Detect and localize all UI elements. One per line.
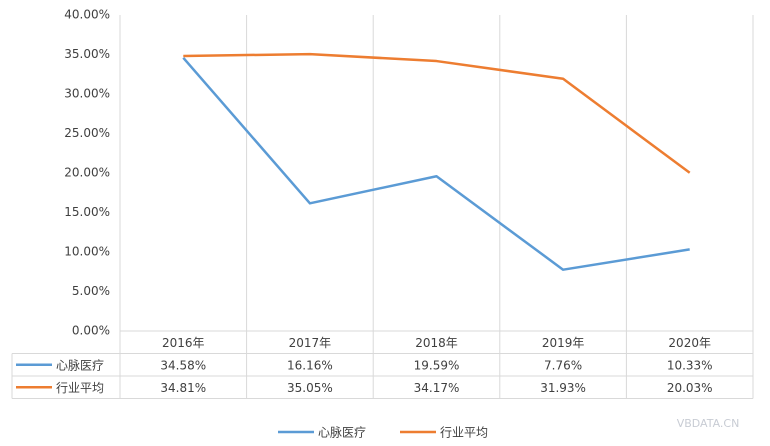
table-cell: 20.03% [667, 381, 713, 395]
y-tick-label: 15.00% [64, 205, 110, 219]
table-cell: 35.05% [287, 381, 333, 395]
table-cell: 31.93% [540, 381, 586, 395]
table-cell: 19.59% [414, 358, 460, 372]
y-tick-label: 10.00% [64, 245, 110, 259]
watermark: VBDATA.CN [677, 417, 740, 430]
table-cell: 34.81% [160, 381, 206, 395]
y-tick-label: 20.00% [64, 166, 110, 180]
series-line [182, 56, 690, 271]
x-tick-label: 2019年 [542, 336, 585, 350]
table-cell: 7.76% [544, 358, 582, 372]
x-tick-label: 2017年 [289, 336, 332, 350]
y-tick-label: 25.00% [64, 126, 110, 140]
table-cell: 34.17% [414, 381, 460, 395]
y-tick-label: 0.00% [72, 324, 110, 338]
table-cell: 34.58% [160, 358, 206, 372]
x-tick-label: 2020年 [668, 336, 711, 350]
table-cell: 10.33% [667, 358, 713, 372]
table-cell: 16.16% [287, 358, 333, 372]
y-tick-label: 5.00% [72, 284, 110, 298]
legend-label: 心脉医疗 [318, 425, 366, 440]
y-tick-label: 40.00% [64, 8, 110, 22]
table-series-name: 心脉医疗 [56, 357, 104, 372]
x-tick-label: 2018年 [415, 336, 458, 350]
legend-label: 行业平均 [440, 426, 488, 440]
x-tick-label: 2016年 [162, 336, 205, 350]
table-series-name: 行业平均 [56, 381, 104, 395]
y-tick-label: 30.00% [64, 87, 110, 101]
series-line [183, 52, 691, 174]
y-tick-label: 35.00% [64, 47, 110, 61]
